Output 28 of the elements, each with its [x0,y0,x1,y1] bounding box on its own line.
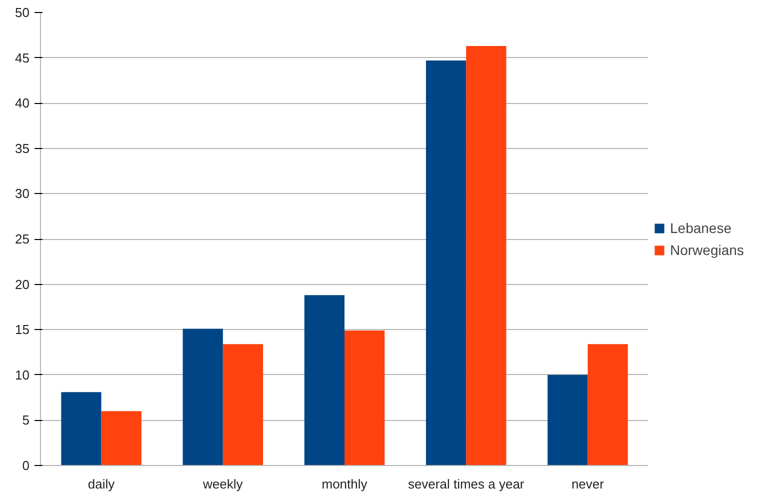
bar [101,411,142,466]
y-tick-label: 20 [15,276,30,292]
bar [61,392,102,466]
bar [466,46,506,466]
x-tick-label: daily [88,476,116,492]
y-tick-label: 0 [22,458,30,473]
bar [182,328,223,466]
x-tick-label: weekly [202,476,244,492]
x-tick-label: several times a year [408,476,525,492]
bar [344,330,385,466]
y-tick-label: 25 [15,232,30,246]
x-tick-label: never [571,476,605,492]
y-tick-label: 35 [15,140,30,156]
y-tick-label: 45 [15,50,30,66]
bar [222,344,264,466]
y-tick-label: 5 [22,412,30,428]
legend-label: Norwegians [670,242,744,258]
x-tick-label: monthly [322,476,368,492]
bar [304,295,344,466]
y-tick-label: 15 [15,322,30,338]
y-tick-label: 40 [15,96,30,111]
bar [548,374,588,466]
bar [588,344,628,466]
bar [426,60,466,466]
y-tick-label: 30 [15,186,30,202]
y-tick-label: 10 [15,367,30,382]
y-tick-label: 50 [15,5,30,20]
legend-label: Lebanese [670,220,732,236]
